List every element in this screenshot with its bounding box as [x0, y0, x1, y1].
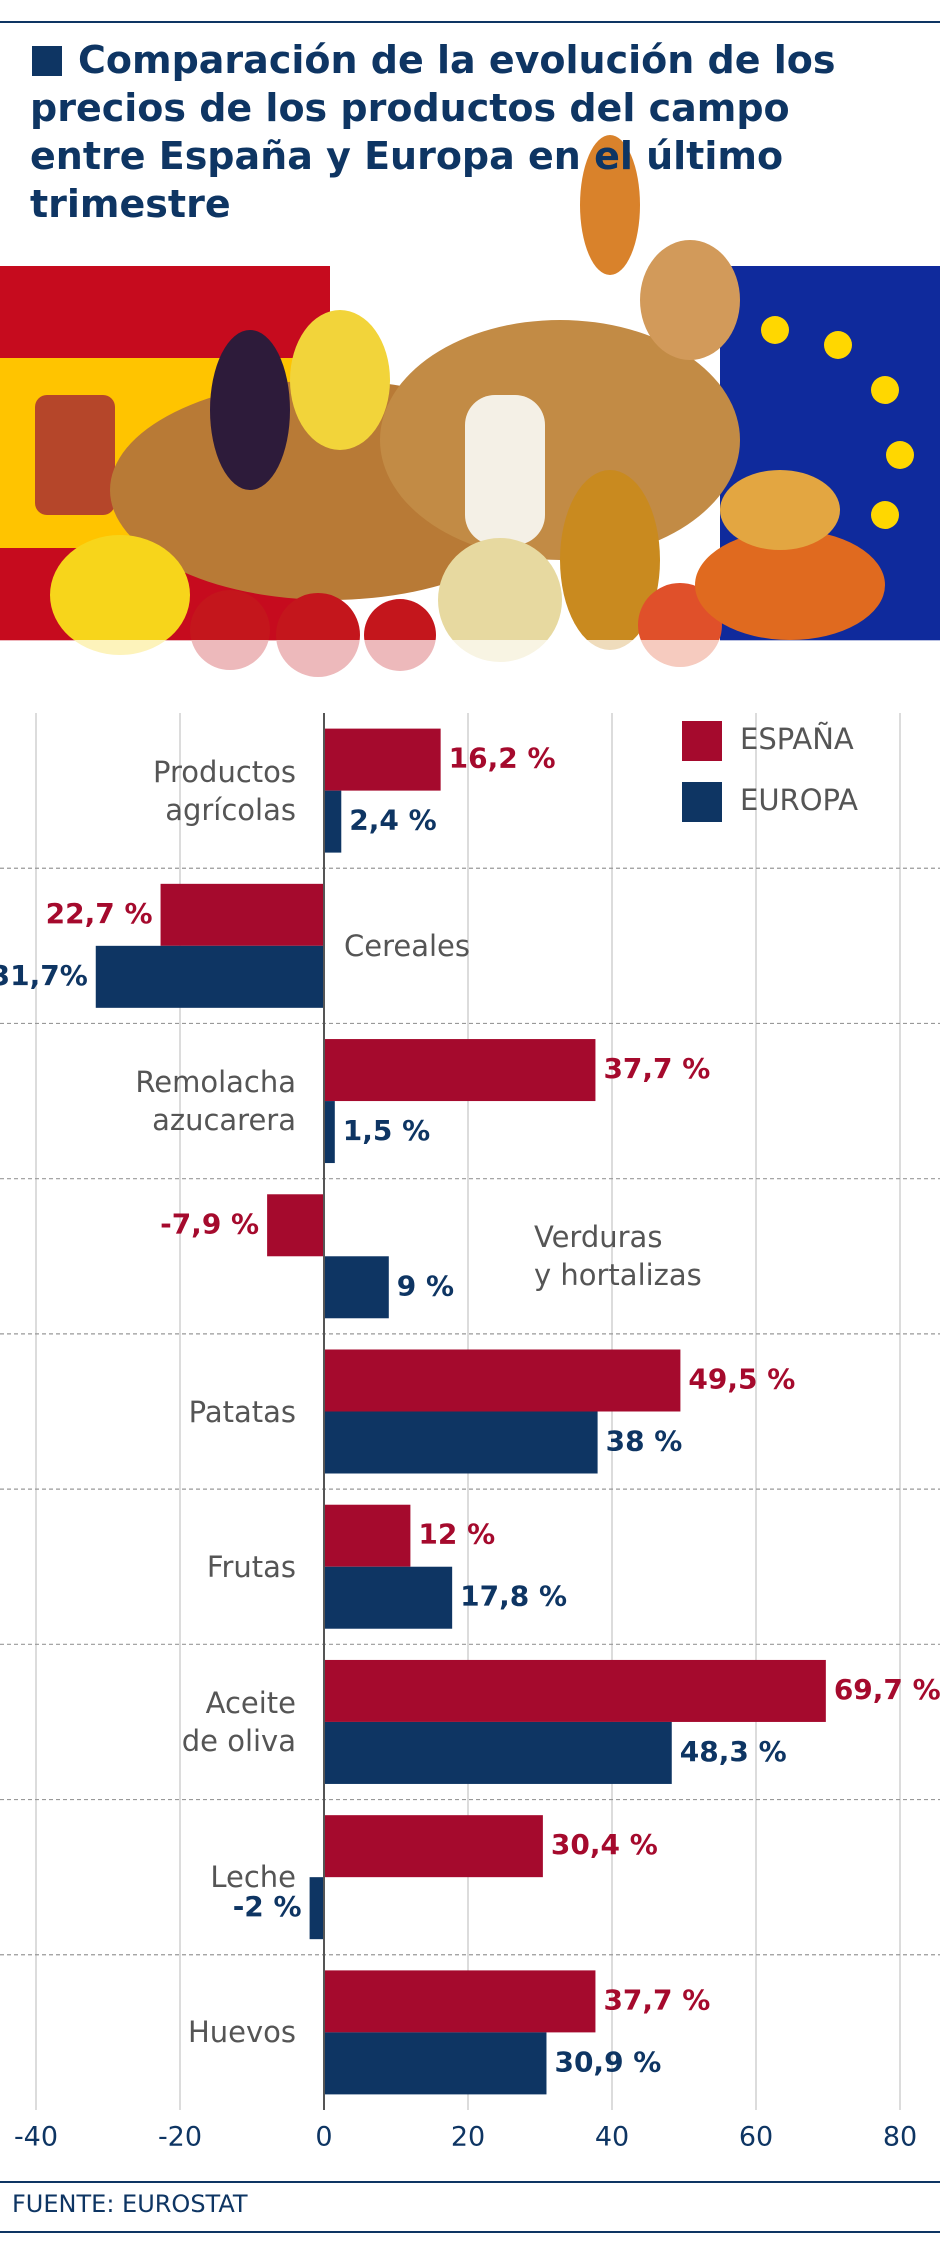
- x-tick-label: 20: [451, 2122, 485, 2153]
- bar: [324, 728, 441, 791]
- data-label: 38 %: [606, 1425, 683, 1458]
- category-label: Aceite de oliva: [181, 1685, 296, 1758]
- illustration: [0, 135, 940, 680]
- x-tick-label: -20: [158, 2122, 202, 2153]
- bar: [324, 1504, 411, 1567]
- data-label: 69,7 %: [834, 1673, 940, 1706]
- data-label: 17,8 %: [460, 1580, 567, 1613]
- data-label: 49,5 %: [688, 1363, 795, 1396]
- bar: [324, 1566, 453, 1629]
- legend-label: ESPAÑA: [740, 722, 854, 756]
- category-label: Remolacha azucarera: [135, 1065, 296, 1138]
- bar: [324, 1101, 335, 1164]
- legend-swatch: [682, 782, 722, 822]
- x-tick-label: 60: [739, 2122, 773, 2153]
- bar: [324, 790, 342, 853]
- bar: [324, 1039, 596, 1102]
- bar: [324, 1815, 543, 1878]
- bar: [95, 945, 324, 1008]
- category-label: Patatas: [188, 1394, 296, 1429]
- bar: [309, 1877, 324, 1940]
- data-label: 1,5 %: [343, 1114, 430, 1147]
- legend-label: EUROPA: [740, 783, 858, 817]
- data-label: 31,7%: [0, 959, 88, 992]
- bar: [324, 1659, 826, 1722]
- data-label: 22,7 %: [46, 897, 153, 930]
- bar: [267, 1194, 324, 1257]
- bar: [324, 1349, 681, 1412]
- bar: [324, 1411, 598, 1474]
- data-label: -7,9 %: [160, 1207, 259, 1240]
- data-label: 37,7 %: [603, 1052, 710, 1085]
- data-label: -2 %: [233, 1890, 302, 1923]
- title-square: [32, 46, 62, 76]
- data-label: 37,7 %: [603, 1983, 710, 2016]
- category-label: Huevos: [187, 2015, 296, 2050]
- category-label: Verduras y hortalizas: [534, 1220, 702, 1293]
- bar: [324, 2032, 547, 2095]
- legend-swatch: [682, 721, 722, 761]
- category-label: Leche: [210, 1860, 296, 1895]
- chart-title: Comparación de la evolución de los preci…: [30, 38, 836, 226]
- category-label: Frutas: [206, 1549, 296, 1584]
- data-label: 2,4 %: [349, 804, 436, 837]
- category-label: Productos agrícolas: [153, 754, 296, 827]
- source: FUENTE: EUROSTAT: [12, 2190, 248, 2218]
- bar: [324, 1970, 596, 2033]
- data-label: 16,2 %: [449, 742, 556, 775]
- x-tick-label: -40: [14, 2122, 58, 2153]
- category-label: Cereales: [344, 928, 470, 963]
- x-tick-label: 80: [883, 2122, 917, 2153]
- x-tick-label: 40: [595, 2122, 629, 2153]
- data-label: 48,3 %: [680, 1735, 787, 1768]
- x-tick-label: 0: [315, 2122, 332, 2153]
- data-label: 12 %: [418, 1518, 495, 1551]
- data-label: 30,4 %: [551, 1828, 658, 1861]
- bar: [324, 1256, 389, 1319]
- bar: [324, 1721, 672, 1784]
- data-label: 30,9 %: [554, 2045, 661, 2078]
- data-label: 9 %: [397, 1269, 454, 1302]
- bar: [160, 883, 324, 946]
